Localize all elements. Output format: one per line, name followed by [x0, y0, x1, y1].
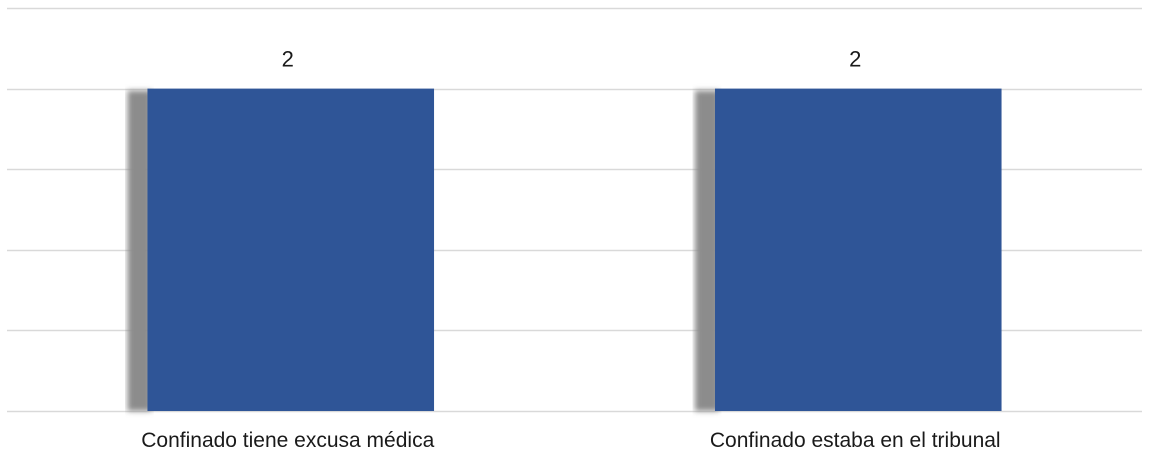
data-label-0: 2 [282, 47, 294, 72]
category-label-0: Confinado tiene excusa médica [141, 429, 434, 452]
category-label-1: Confinado estaba en el tribunal [710, 429, 1001, 452]
data-label-1: 2 [849, 47, 861, 72]
bar-0 [147, 88, 435, 411]
category-labels: Confinado tiene excusa médica Confinado e… [141, 429, 1000, 452]
bars [127, 88, 1002, 411]
bar-1 [714, 88, 1002, 411]
